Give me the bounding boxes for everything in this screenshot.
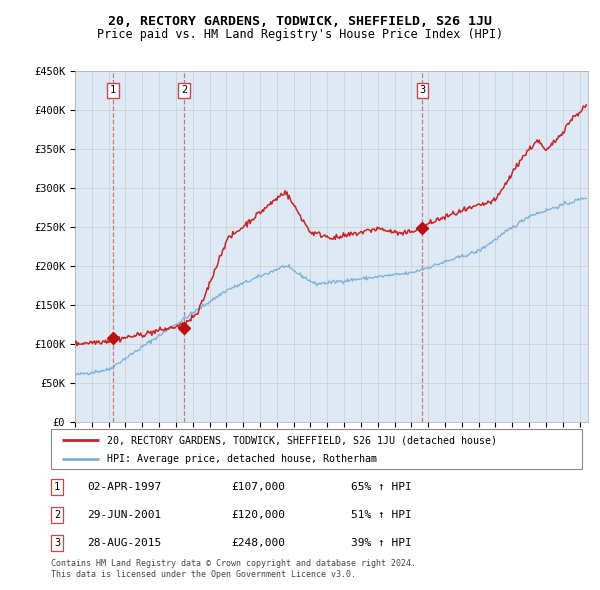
- Text: 02-APR-1997: 02-APR-1997: [87, 482, 161, 491]
- Text: 3: 3: [54, 539, 60, 548]
- Text: 28-AUG-2015: 28-AUG-2015: [87, 539, 161, 548]
- Text: 65% ↑ HPI: 65% ↑ HPI: [351, 482, 412, 491]
- Text: HPI: Average price, detached house, Rotherham: HPI: Average price, detached house, Roth…: [107, 454, 377, 464]
- Text: 2: 2: [181, 86, 187, 96]
- Text: 2: 2: [54, 510, 60, 520]
- Text: 1: 1: [110, 86, 116, 96]
- Text: 3: 3: [419, 86, 425, 96]
- Text: This data is licensed under the Open Government Licence v3.0.: This data is licensed under the Open Gov…: [51, 571, 356, 579]
- Text: 1: 1: [54, 482, 60, 491]
- Text: 39% ↑ HPI: 39% ↑ HPI: [351, 539, 412, 548]
- Text: 20, RECTORY GARDENS, TODWICK, SHEFFIELD, S26 1JU (detached house): 20, RECTORY GARDENS, TODWICK, SHEFFIELD,…: [107, 435, 497, 445]
- Text: 29-JUN-2001: 29-JUN-2001: [87, 510, 161, 520]
- Text: 51% ↑ HPI: 51% ↑ HPI: [351, 510, 412, 520]
- Text: Contains HM Land Registry data © Crown copyright and database right 2024.: Contains HM Land Registry data © Crown c…: [51, 559, 416, 568]
- Text: 20, RECTORY GARDENS, TODWICK, SHEFFIELD, S26 1JU: 20, RECTORY GARDENS, TODWICK, SHEFFIELD,…: [108, 15, 492, 28]
- Text: £120,000: £120,000: [231, 510, 285, 520]
- Text: Price paid vs. HM Land Registry's House Price Index (HPI): Price paid vs. HM Land Registry's House …: [97, 28, 503, 41]
- Text: £248,000: £248,000: [231, 539, 285, 548]
- Text: £107,000: £107,000: [231, 482, 285, 491]
